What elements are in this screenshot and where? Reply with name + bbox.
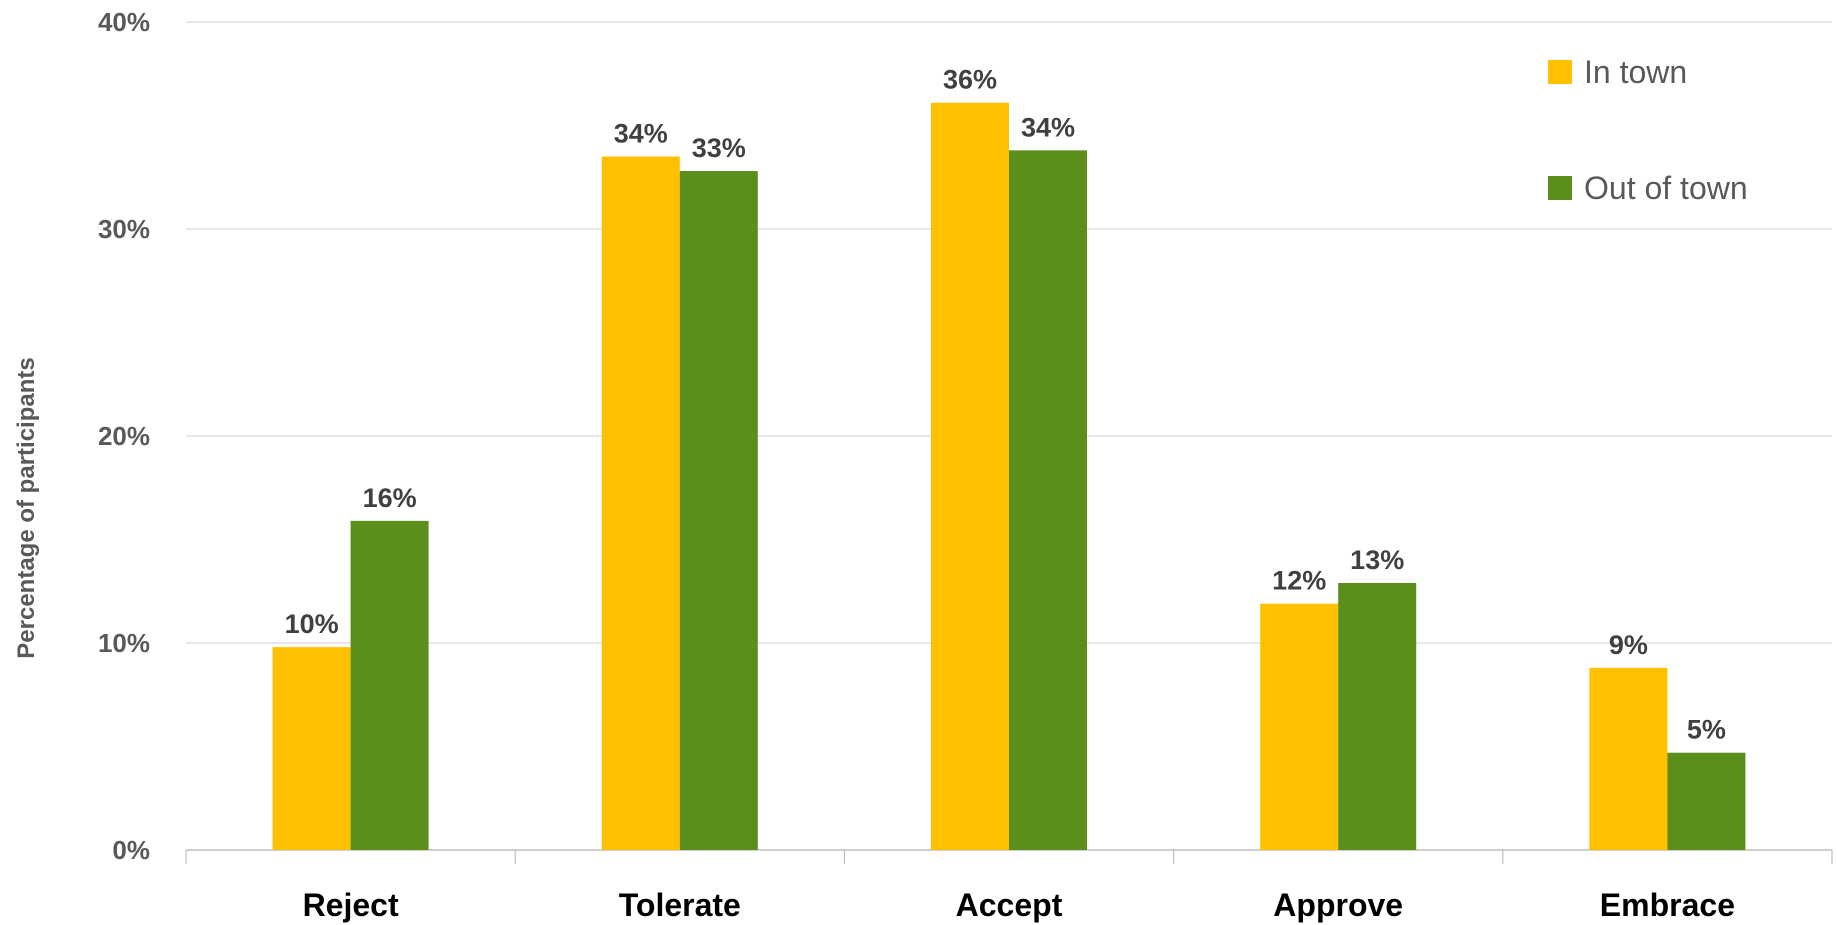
- data-label: 12%: [1272, 566, 1326, 596]
- y-tick-label: 40%: [98, 7, 150, 37]
- category-label: Reject: [303, 887, 399, 923]
- legend-label: Out of town: [1584, 170, 1748, 206]
- data-label: 5%: [1687, 715, 1726, 745]
- data-label: 36%: [943, 65, 997, 95]
- data-label: 34%: [1021, 112, 1075, 142]
- data-label: 34%: [614, 119, 668, 149]
- bar-out-of-town: [350, 520, 429, 850]
- category-label: Embrace: [1600, 887, 1735, 923]
- data-label: 16%: [363, 483, 417, 513]
- bar-in-town: [931, 102, 1009, 851]
- category-label: Approve: [1273, 887, 1403, 923]
- y-axis-label: Percentage of participants: [13, 357, 40, 658]
- bar-out-of-town: [679, 171, 758, 851]
- y-tick-label: 30%: [98, 214, 150, 244]
- y-axis-ticks: 0% 10% 20% 30% 40%: [98, 7, 150, 865]
- legend-label: In town: [1584, 54, 1687, 90]
- bar-in-town: [1260, 603, 1339, 850]
- x-axis-categories: Reject Tolerate Accept Approve Embrace: [303, 887, 1735, 923]
- category-label: Accept: [956, 887, 1063, 923]
- legend-swatch: [1548, 176, 1572, 200]
- bars: [272, 102, 1746, 851]
- y-tick-label: 20%: [98, 421, 150, 451]
- data-label: 10%: [285, 609, 339, 639]
- bar-out-of-town: [1338, 582, 1417, 850]
- data-label: 33%: [692, 133, 746, 163]
- bar-out-of-town: [1009, 150, 1087, 851]
- bar-in-town: [1589, 667, 1668, 850]
- legend-swatch: [1548, 60, 1572, 84]
- y-tick-label: 10%: [98, 628, 150, 658]
- category-label: Tolerate: [619, 887, 741, 923]
- bar-in-town: [272, 647, 351, 850]
- data-labels: 10% 16% 34% 33% 36% 34% 12% 13% 9% 5%: [285, 65, 1726, 745]
- bar-in-town: [601, 156, 680, 851]
- data-label: 13%: [1350, 545, 1404, 575]
- y-tick-label: 0%: [112, 835, 150, 865]
- legend: In town Out of town: [1548, 54, 1748, 206]
- bar-out-of-town: [1667, 752, 1746, 850]
- data-label: 9%: [1609, 630, 1648, 660]
